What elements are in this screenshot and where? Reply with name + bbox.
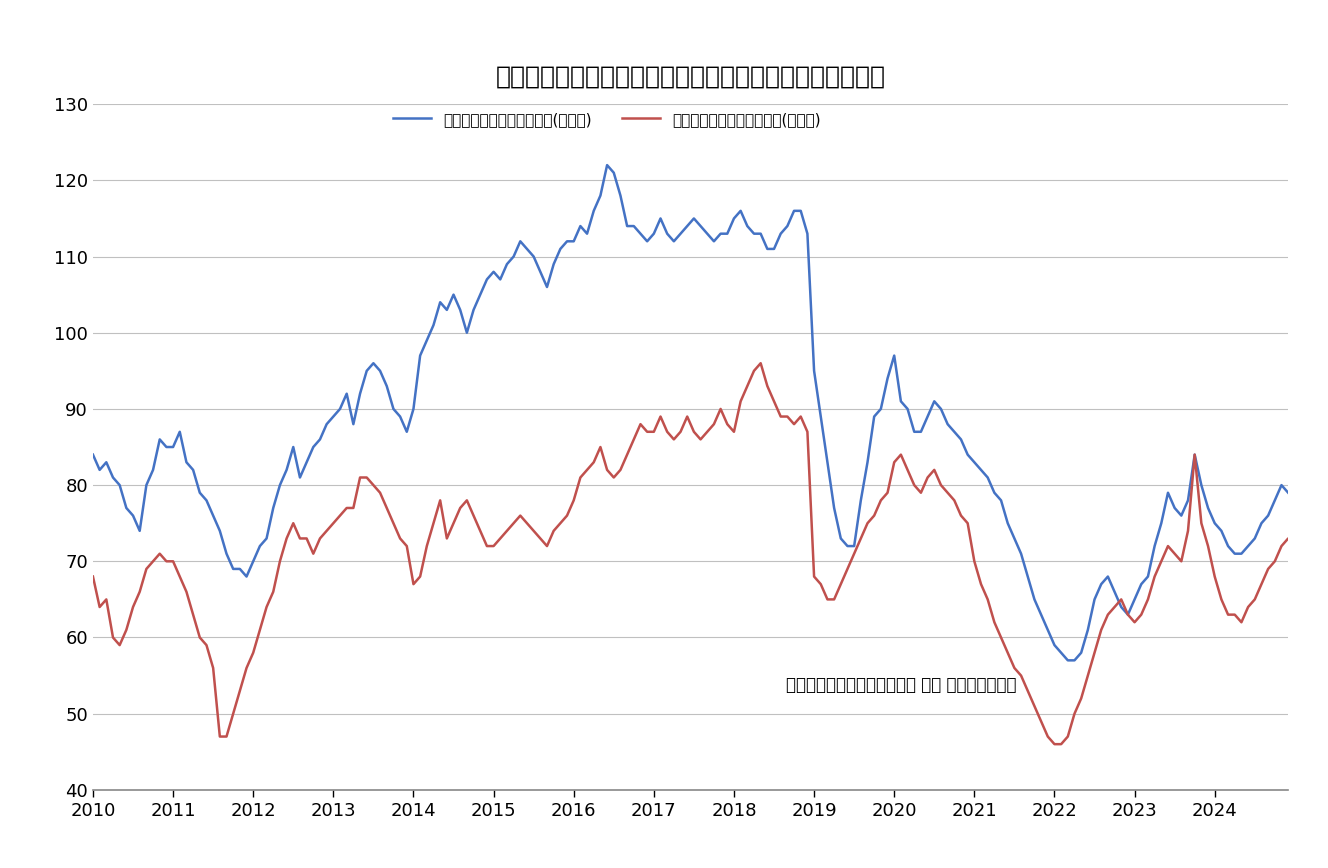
ミシガン大学景気期待指数(速報値) — [85, 571, 101, 582]
ミシガン大学景気現況指数(速報値) — [345, 419, 361, 430]
ミシガン大学景気期待指数(速報値) — [279, 533, 295, 543]
ミシガン大学景気現況指数(速報値) — [1113, 602, 1129, 612]
Line: ミシガン大学景気期待指数(速報値): ミシガン大学景気期待指数(速報値) — [93, 363, 1321, 744]
ミシガン大学景気現況指数(速報値) — [927, 396, 943, 406]
Title: 米国　ミシガン大学景気現況指数、景気期待指数　速報値: 米国 ミシガン大学景気現況指数、景気期待指数 速報値 — [495, 64, 886, 89]
ミシガン大学景気期待指数(速報値) — [1046, 739, 1062, 749]
ミシガン大学景気期待指数(速報値) — [927, 464, 943, 475]
Text: 出所：ミシガン大学サーベイ オブ コンシューマー: 出所：ミシガン大学サーベイ オブ コンシューマー — [786, 676, 1017, 694]
ミシガン大学景気現況指数(速報値) — [85, 450, 101, 460]
Legend: ミシガン大学景気現況指数(速報値), ミシガン大学景気期待指数(速報値): ミシガン大学景気現況指数(速報値), ミシガン大学景気期待指数(速報値) — [393, 112, 821, 127]
ミシガン大学景気現況指数(速報値) — [1060, 655, 1076, 666]
ミシガン大学景気期待指数(速報値) — [753, 358, 769, 368]
ミシガン大学景気期待指数(速報値) — [1113, 595, 1129, 605]
ミシガン大学景気現況指数(速報値) — [352, 389, 368, 399]
ミシガン大学景気現況指数(速報値) — [606, 168, 622, 178]
ミシガン大学景気期待指数(速報値) — [1313, 541, 1328, 551]
ミシガン大学景気現況指数(速報値) — [1313, 495, 1328, 505]
ミシガン大学景気現況指数(速報値) — [279, 464, 295, 475]
ミシガン大学景気期待指数(速報値) — [345, 503, 361, 513]
ミシガン大学景気現況指数(速報値) — [599, 160, 615, 170]
ミシガン大学景気期待指数(速報値) — [599, 464, 615, 475]
Line: ミシガン大学景気現況指数(速報値): ミシガン大学景気現況指数(速報値) — [93, 165, 1321, 661]
ミシガン大学景気期待指数(速報値) — [352, 472, 368, 483]
